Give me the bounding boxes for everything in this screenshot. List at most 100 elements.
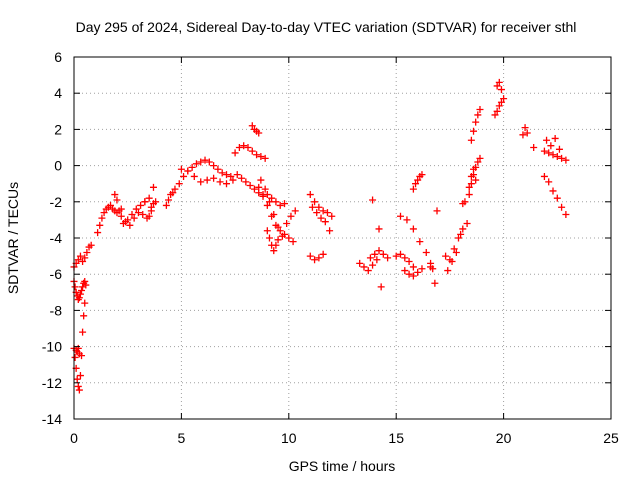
data-point [558, 154, 566, 162]
data-point [257, 176, 265, 184]
series-sat-an [543, 134, 563, 153]
data-point [229, 176, 237, 184]
data-point [416, 238, 424, 246]
data-point [79, 328, 87, 336]
data-point [364, 267, 372, 275]
data-point [197, 158, 205, 166]
y-axis-label: SDTVAR / TECUs [5, 182, 21, 294]
data-point [278, 232, 286, 240]
data-point [265, 198, 273, 206]
data-point [255, 183, 263, 191]
data-point [356, 259, 364, 267]
data-point [401, 254, 409, 262]
series-sat-ak [519, 124, 538, 151]
data-point [549, 187, 557, 195]
data-point [76, 252, 84, 260]
data-point [74, 344, 82, 352]
data-point [75, 386, 83, 394]
data-point [152, 198, 160, 206]
data-point [83, 248, 91, 256]
y-tick-label: 0 [54, 158, 62, 174]
data-point [139, 210, 147, 218]
data-point [540, 147, 548, 155]
series-sat-aj [493, 78, 505, 94]
data-point [272, 241, 280, 249]
series-sat-am [540, 172, 570, 218]
data-point [149, 183, 157, 191]
data-point [216, 178, 224, 186]
data-point [319, 250, 327, 258]
data-point [530, 144, 538, 151]
y-tick-label: -6 [50, 266, 63, 282]
data-point [100, 209, 108, 217]
data-point [547, 142, 555, 150]
data-point [495, 102, 503, 110]
data-point [79, 258, 87, 266]
data-point [87, 241, 95, 249]
data-point [71, 353, 79, 361]
data-point [521, 124, 529, 132]
data-point [268, 194, 276, 202]
data-point [165, 196, 173, 204]
data-point [558, 203, 566, 211]
data-point [73, 375, 81, 383]
data-point [562, 210, 570, 218]
data-point [192, 160, 200, 168]
data-point [401, 267, 409, 275]
data-point [74, 382, 82, 390]
data-points [70, 78, 570, 394]
data-point [261, 185, 269, 193]
data-point [476, 105, 484, 113]
data-point [203, 176, 211, 184]
data-point [197, 178, 205, 186]
data-point [162, 201, 170, 209]
data-point [238, 174, 246, 182]
data-point [255, 129, 263, 137]
data-point [377, 283, 385, 291]
data-point [117, 212, 125, 220]
data-point [461, 198, 469, 206]
data-point [328, 212, 336, 220]
data-point [543, 136, 551, 144]
y-tick-label: -12 [42, 375, 62, 391]
series-sat-t [306, 250, 327, 264]
y-tick-label: -8 [50, 302, 63, 318]
series-sat-ai [491, 95, 508, 119]
data-point [291, 207, 299, 215]
data-point [444, 267, 452, 275]
y-tick-label: -14 [42, 411, 62, 427]
data-point [276, 201, 284, 209]
data-point [472, 118, 480, 126]
data-point [431, 279, 439, 287]
data-point [235, 144, 243, 151]
data-point [360, 263, 368, 271]
data-point [497, 98, 505, 106]
chart-title: Day 295 of 2024, Sidereal Day-to-day VTE… [76, 19, 577, 35]
data-point [317, 214, 325, 222]
data-point [272, 198, 280, 206]
series-sat-k [177, 165, 237, 188]
data-point [231, 149, 239, 157]
series-sat-x [392, 250, 417, 271]
series-sat-o [255, 183, 297, 246]
data-point [497, 86, 505, 94]
data-point [259, 191, 267, 199]
data-point [418, 171, 426, 179]
data-point [519, 131, 527, 139]
data-point [470, 127, 478, 135]
data-point [246, 182, 254, 190]
data-point [375, 247, 383, 255]
data-point [409, 185, 417, 193]
data-point [463, 220, 471, 228]
data-point [205, 158, 213, 166]
data-point [405, 258, 413, 266]
data-point [128, 210, 136, 218]
data-point [326, 227, 334, 235]
data-point [263, 227, 271, 235]
series-sat-ah [465, 165, 480, 191]
data-point [553, 194, 561, 202]
data-point [523, 129, 531, 137]
data-point [495, 78, 503, 86]
series-sat-i [162, 185, 179, 209]
x-tick-label: 15 [388, 430, 404, 446]
